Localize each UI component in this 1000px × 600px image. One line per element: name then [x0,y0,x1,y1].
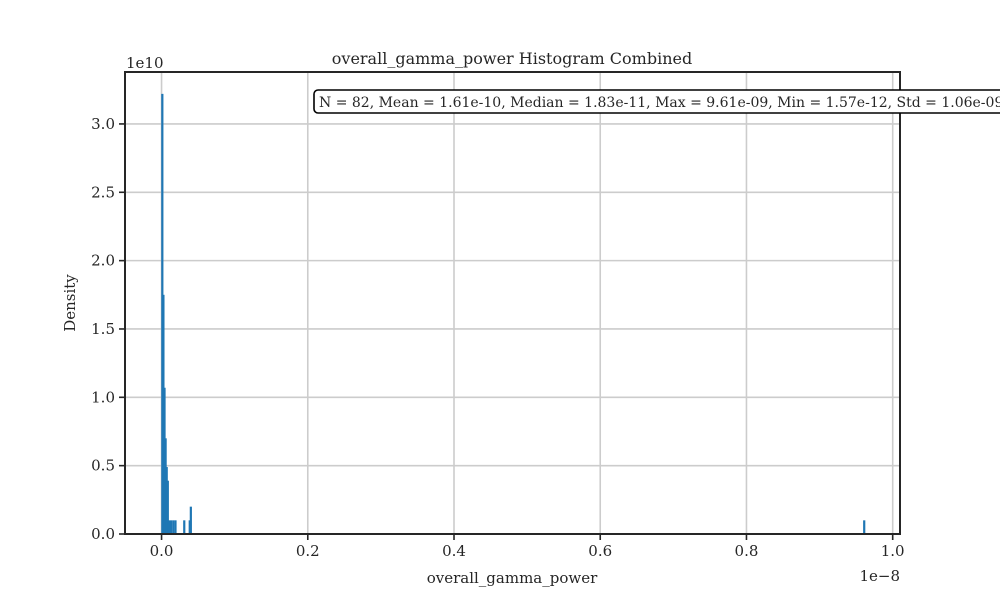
y-tick-label: 2.5 [91,183,115,201]
histogram-bar [170,520,173,534]
x-tick-label: 0.4 [442,542,466,560]
x-tick-label: 0.6 [588,542,612,560]
y-tick-label: 1.0 [91,388,115,406]
y-tick-label: 3.0 [91,115,115,133]
histogram-bar [166,480,169,534]
y-scale-label: 1e10 [126,54,164,72]
histogram-bars [161,93,866,535]
histogram-bar [172,520,175,534]
histogram-bar [189,506,192,534]
tick-labels: 0.0 0.2 0.4 0.6 0.8 1.0 0.0 0.5 1.0 1.5 2.0 2.5 3.0 [91,115,904,560]
x-tick-label: 0.0 [150,542,174,560]
y-tick-label: 0.0 [91,525,115,543]
x-tick-label: 1.0 [881,542,905,560]
x-axis-label: overall_gamma_power [427,569,598,587]
grid-lines [125,72,900,535]
y-tick-label: 2.0 [91,252,115,270]
y-tick-label: 1.5 [91,320,115,338]
histogram-bar [183,520,186,534]
y-axis-label: Density [61,274,79,332]
histogram-bar [174,520,177,534]
chart-title: overall_gamma_power Histogram Combined [332,49,692,68]
axes [119,71,901,540]
x-tick-label: 0.8 [735,542,759,560]
x-scale-label: 1e−8 [859,567,900,585]
x-tick-label: 0.2 [296,542,320,560]
stats-annotation: N = 82, Mean = 1.61e-10, Median = 1.83e-… [313,89,1000,114]
histogram-bar [863,520,866,534]
plot-frame [124,71,901,535]
stats-annotation-text: N = 82, Mean = 1.61e-10, Median = 1.83e-… [319,95,1000,111]
histogram-bar [167,520,171,534]
y-tick-label: 0.5 [91,457,115,475]
